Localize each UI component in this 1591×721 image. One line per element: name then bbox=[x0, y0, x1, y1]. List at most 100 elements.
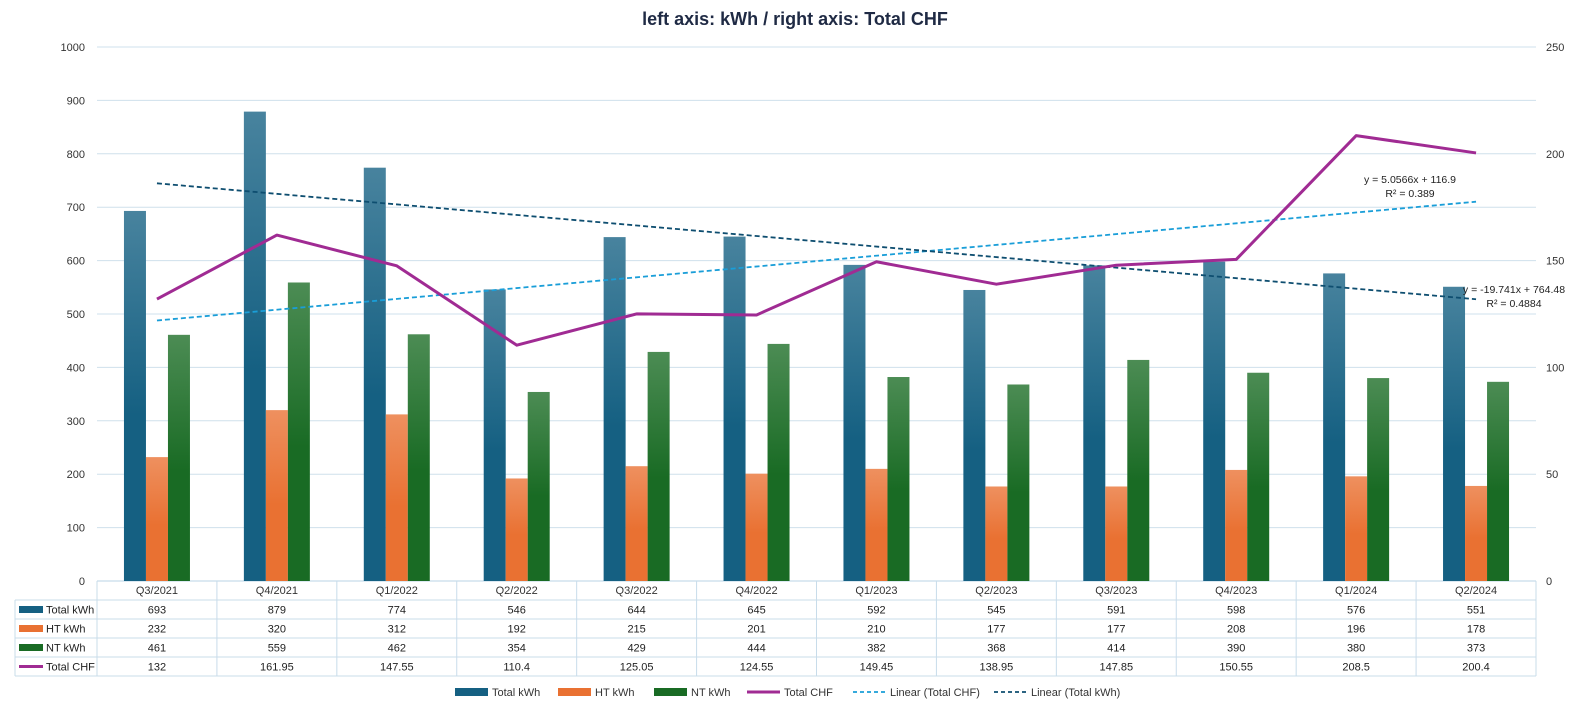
table-cell: 196 bbox=[1347, 624, 1365, 636]
table-cell: 138.95 bbox=[980, 662, 1014, 674]
bar-nt-kwh bbox=[167, 334, 190, 581]
trendline-equations: y = 5.0566x + 116.9 R² = 0.389 y = -19.741… bbox=[1364, 174, 1565, 310]
bar-nt-kwh bbox=[767, 343, 790, 581]
table-cell: 598 bbox=[1227, 605, 1245, 617]
table-cell: 132 bbox=[148, 662, 166, 674]
bar-total-kwh bbox=[363, 167, 386, 581]
bar-ht-kwh bbox=[1225, 469, 1248, 581]
left-tick-label: 900 bbox=[67, 95, 85, 107]
left-tick-label: 600 bbox=[67, 256, 85, 268]
legend-label: Total kWh bbox=[492, 687, 540, 699]
bar-nt-kwh bbox=[407, 334, 430, 581]
legend-label: NT kWh bbox=[691, 687, 731, 699]
table-cell: 232 bbox=[148, 624, 166, 636]
category-label: Q3/2023 bbox=[1095, 585, 1137, 597]
bar-total-kwh bbox=[1323, 273, 1346, 581]
table-cell: 177 bbox=[987, 624, 1005, 636]
legend-label: Linear (Total kWh) bbox=[1031, 687, 1120, 699]
bar-total-kwh bbox=[603, 237, 626, 581]
left-tick-label: 100 bbox=[67, 523, 85, 535]
table-cell: 124.55 bbox=[740, 662, 774, 674]
table-cell: 559 bbox=[268, 643, 286, 655]
left-tick-label: 500 bbox=[67, 309, 85, 321]
table-swatch-nt-kwh bbox=[19, 644, 43, 651]
table-cell: 149.45 bbox=[860, 662, 894, 674]
category-label: Q3/2022 bbox=[616, 585, 658, 597]
legend-swatch-nt-kwh bbox=[654, 688, 687, 696]
bar-ht-kwh bbox=[1345, 476, 1368, 581]
table-cell: 592 bbox=[867, 605, 885, 617]
table-cell: 576 bbox=[1347, 605, 1365, 617]
table-cell: 312 bbox=[388, 624, 406, 636]
legend-swatch-ht-kwh bbox=[558, 688, 591, 696]
bar-ht-kwh bbox=[745, 473, 768, 581]
legend-label: HT kWh bbox=[595, 687, 635, 699]
data-table: Q3/2021 Q4/2021 Q1/2022 Q2/2022 Q3/2022 Q4/20… bbox=[14, 581, 1537, 677]
table-row-label: Total kWh bbox=[46, 605, 94, 617]
trendline-r2: R² = 0.4884 bbox=[1486, 298, 1541, 310]
bar-ht-kwh bbox=[505, 478, 528, 581]
bars bbox=[123, 111, 1510, 582]
table-cell: 201 bbox=[747, 624, 765, 636]
bar-total-kwh bbox=[1083, 265, 1106, 581]
bar-ht-kwh bbox=[625, 466, 648, 581]
table-cell: 545 bbox=[987, 605, 1005, 617]
bar-nt-kwh bbox=[527, 391, 550, 581]
legend-label: Linear (Total CHF) bbox=[890, 687, 980, 699]
category-label: Q2/2023 bbox=[975, 585, 1017, 597]
bar-nt-kwh bbox=[287, 282, 310, 581]
right-tick-label: 150 bbox=[1546, 256, 1564, 268]
table-cell: 551 bbox=[1467, 605, 1485, 617]
table-cell: 150.55 bbox=[1219, 662, 1253, 674]
bar-ht-kwh bbox=[985, 486, 1008, 581]
legend: Total kWh HT kWh NT kWh Total CHF Linear (To… bbox=[455, 687, 1120, 699]
line-total-chf bbox=[156, 134, 1477, 347]
category-label: Q4/2023 bbox=[1215, 585, 1257, 597]
bar-total-kwh bbox=[723, 236, 746, 581]
table-cell: 644 bbox=[627, 605, 645, 617]
bar-ht-kwh bbox=[865, 468, 888, 581]
category-label: Q1/2024 bbox=[1335, 585, 1377, 597]
bar-total-kwh bbox=[123, 210, 146, 582]
gridlines bbox=[97, 46, 1536, 582]
left-tick-label: 200 bbox=[67, 469, 85, 481]
bar-nt-kwh bbox=[1487, 381, 1510, 581]
table-cell: 461 bbox=[148, 643, 166, 655]
table-cell: 373 bbox=[1467, 643, 1485, 655]
right-axis: 0 50 100 150 200 250 bbox=[1546, 42, 1564, 588]
bar-total-kwh bbox=[963, 289, 986, 581]
table-cell: 354 bbox=[508, 643, 526, 655]
table-cell: 693 bbox=[148, 605, 166, 617]
left-tick-label: 400 bbox=[67, 362, 85, 374]
bar-ht-kwh bbox=[385, 414, 408, 581]
table-cell: 177 bbox=[1107, 624, 1125, 636]
table-cell: 208 bbox=[1227, 624, 1245, 636]
table-cell: 591 bbox=[1107, 605, 1125, 617]
bar-nt-kwh bbox=[1007, 384, 1030, 581]
left-tick-label: 800 bbox=[67, 149, 85, 161]
right-tick-label: 100 bbox=[1546, 362, 1564, 374]
right-tick-label: 50 bbox=[1546, 469, 1558, 481]
table-cell: 215 bbox=[627, 624, 645, 636]
category-label: Q4/2022 bbox=[735, 585, 777, 597]
total-chf-line bbox=[156, 134, 1477, 347]
table-cell: 444 bbox=[747, 643, 765, 655]
left-tick-label: 1000 bbox=[61, 42, 85, 54]
right-tick-label: 0 bbox=[1546, 576, 1552, 588]
trendline-r2: R² = 0.389 bbox=[1385, 188, 1434, 200]
left-tick-label: 0 bbox=[79, 576, 85, 588]
category-label: Q2/2022 bbox=[496, 585, 538, 597]
table-cell: 192 bbox=[508, 624, 526, 636]
table-cell: 125.05 bbox=[620, 662, 654, 674]
bar-total-kwh bbox=[843, 264, 866, 581]
trendline-linear-total-chf bbox=[156, 200, 1477, 322]
right-tick-label: 250 bbox=[1546, 42, 1564, 54]
bar-total-kwh bbox=[1203, 261, 1226, 581]
table-cell: 429 bbox=[627, 643, 645, 655]
table-cell: 210 bbox=[867, 624, 885, 636]
bar-ht-kwh bbox=[145, 457, 168, 581]
left-tick-label: 700 bbox=[67, 202, 85, 214]
trendline-equation: y = 5.0566x + 116.9 bbox=[1364, 174, 1456, 186]
left-axis: 0 100 200 300 400 500 600 700 800 900 1000 bbox=[61, 42, 85, 588]
